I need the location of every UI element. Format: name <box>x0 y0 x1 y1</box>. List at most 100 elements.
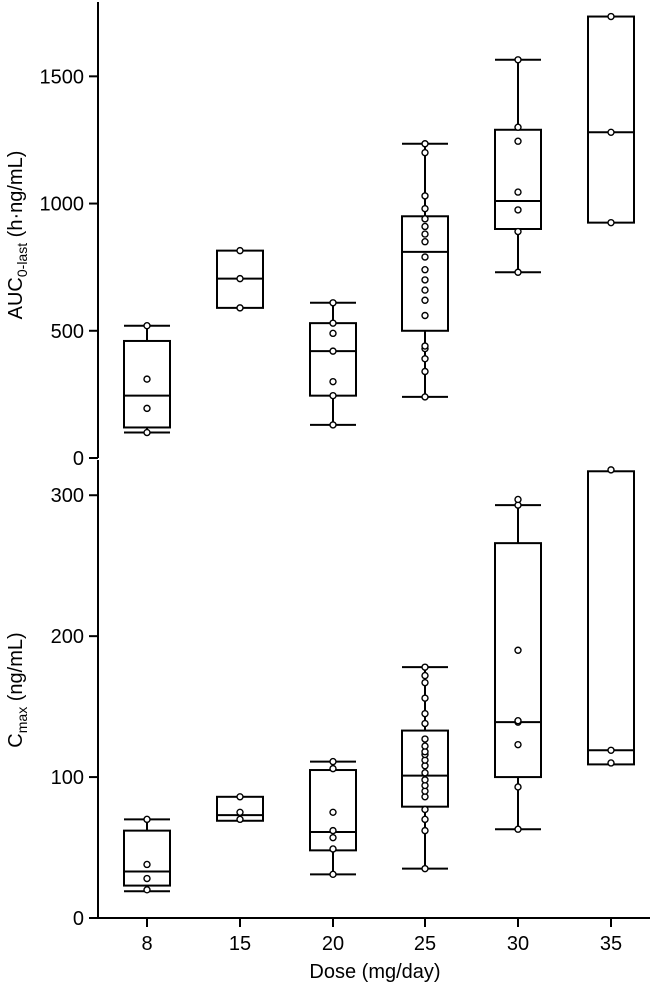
x-tick-label: 25 <box>414 933 436 955</box>
data-point <box>514 268 522 276</box>
data-point <box>514 206 522 214</box>
data-point <box>607 759 615 767</box>
box-group-dose-20 <box>309 757 357 879</box>
iqr-box <box>587 470 635 766</box>
data-point <box>421 266 429 274</box>
data-point <box>421 742 429 750</box>
data-point <box>421 815 429 824</box>
box-group-dose-15 <box>216 246 264 312</box>
y-tick-label: 300 <box>51 485 84 507</box>
data-point <box>514 188 522 196</box>
iqr-box <box>123 339 171 429</box>
y-tick-label: 0 <box>73 448 84 470</box>
y-axis-title-units: (h·ng/mL) <box>5 151 27 243</box>
y-axis-title-subscript: max <box>14 707 30 733</box>
data-point <box>421 253 429 261</box>
data-point <box>143 375 151 383</box>
data-point <box>143 860 151 869</box>
data-point <box>236 304 244 312</box>
box-group-dose-8 <box>123 815 171 894</box>
auc-panel: 0 500 1000 1500 AUC0-last (h·ng/mL) <box>5 2 635 470</box>
data-point <box>421 826 429 835</box>
data-point <box>236 246 244 255</box>
data-point <box>607 218 615 227</box>
box-group-dose-30 <box>494 56 542 276</box>
data-point <box>514 717 522 725</box>
data-point <box>329 421 337 429</box>
data-point <box>329 319 337 327</box>
data-point <box>514 646 522 654</box>
data-point <box>329 808 337 817</box>
data-point <box>143 428 151 437</box>
data-point <box>421 769 429 777</box>
data-point <box>421 671 429 680</box>
y-tick-label: 0 <box>73 908 84 930</box>
data-point <box>143 815 151 824</box>
data-point <box>329 764 337 773</box>
box-group-dose-20 <box>309 299 357 429</box>
data-point <box>421 230 429 238</box>
data-point <box>329 757 337 766</box>
box-group-dose-30 <box>494 495 542 833</box>
data-point <box>329 870 337 879</box>
y-tick-label: 500 <box>51 321 84 343</box>
box-group-dose-25 <box>401 663 449 873</box>
x-tick-label: 30 <box>507 933 529 955</box>
data-point <box>607 12 615 21</box>
y-axis-title: Cmax (ng/mL) <box>5 632 30 747</box>
y-tick-label: 1000 <box>40 194 85 216</box>
data-point <box>421 140 429 148</box>
data-point <box>421 342 429 350</box>
data-point <box>329 391 337 400</box>
data-point <box>143 874 151 883</box>
y-axis-title-units: (ng/mL) <box>5 632 27 706</box>
data-point <box>514 825 522 833</box>
box-group-dose-35 <box>587 12 635 227</box>
data-point <box>607 746 615 755</box>
data-point <box>421 694 429 702</box>
data-point <box>421 393 429 401</box>
data-point <box>607 466 615 474</box>
x-tick-label: 20 <box>322 933 344 955</box>
data-point <box>329 347 337 355</box>
data-point <box>421 719 429 728</box>
data-point <box>421 678 429 687</box>
cmax-panel: 0 100 200 300 Cmax (ng/mL) <box>5 460 635 930</box>
data-point <box>421 286 429 294</box>
data-point <box>329 845 337 853</box>
box-group-dose-35 <box>587 466 635 767</box>
y-tick-label: 100 <box>51 767 84 789</box>
data-point <box>421 296 429 304</box>
data-point <box>329 833 337 842</box>
data-point <box>607 128 615 137</box>
y-tick-label: 200 <box>51 626 84 648</box>
box-group-dose-15 <box>216 793 264 824</box>
data-point <box>514 783 522 791</box>
data-point <box>421 311 429 320</box>
data-point <box>421 222 429 231</box>
iqr-box <box>587 15 635 224</box>
x-tick-label: 15 <box>229 933 251 955</box>
data-point <box>514 495 522 504</box>
data-point <box>421 663 429 671</box>
x-tick-label: 35 <box>600 933 622 955</box>
data-point <box>514 123 522 131</box>
data-point <box>514 137 522 145</box>
data-point <box>329 826 337 835</box>
data-point <box>514 740 522 749</box>
data-point <box>421 735 429 743</box>
data-point <box>421 367 429 376</box>
data-point <box>236 808 244 817</box>
data-point <box>236 274 244 283</box>
data-point <box>329 377 337 386</box>
data-point <box>421 864 429 873</box>
box-group-dose-25 <box>401 140 449 401</box>
data-point <box>514 56 522 64</box>
iqr-box <box>494 542 542 779</box>
data-point <box>421 192 429 200</box>
data-point <box>421 776 429 784</box>
data-point <box>236 793 244 801</box>
data-point <box>329 329 337 338</box>
data-point <box>143 886 151 894</box>
